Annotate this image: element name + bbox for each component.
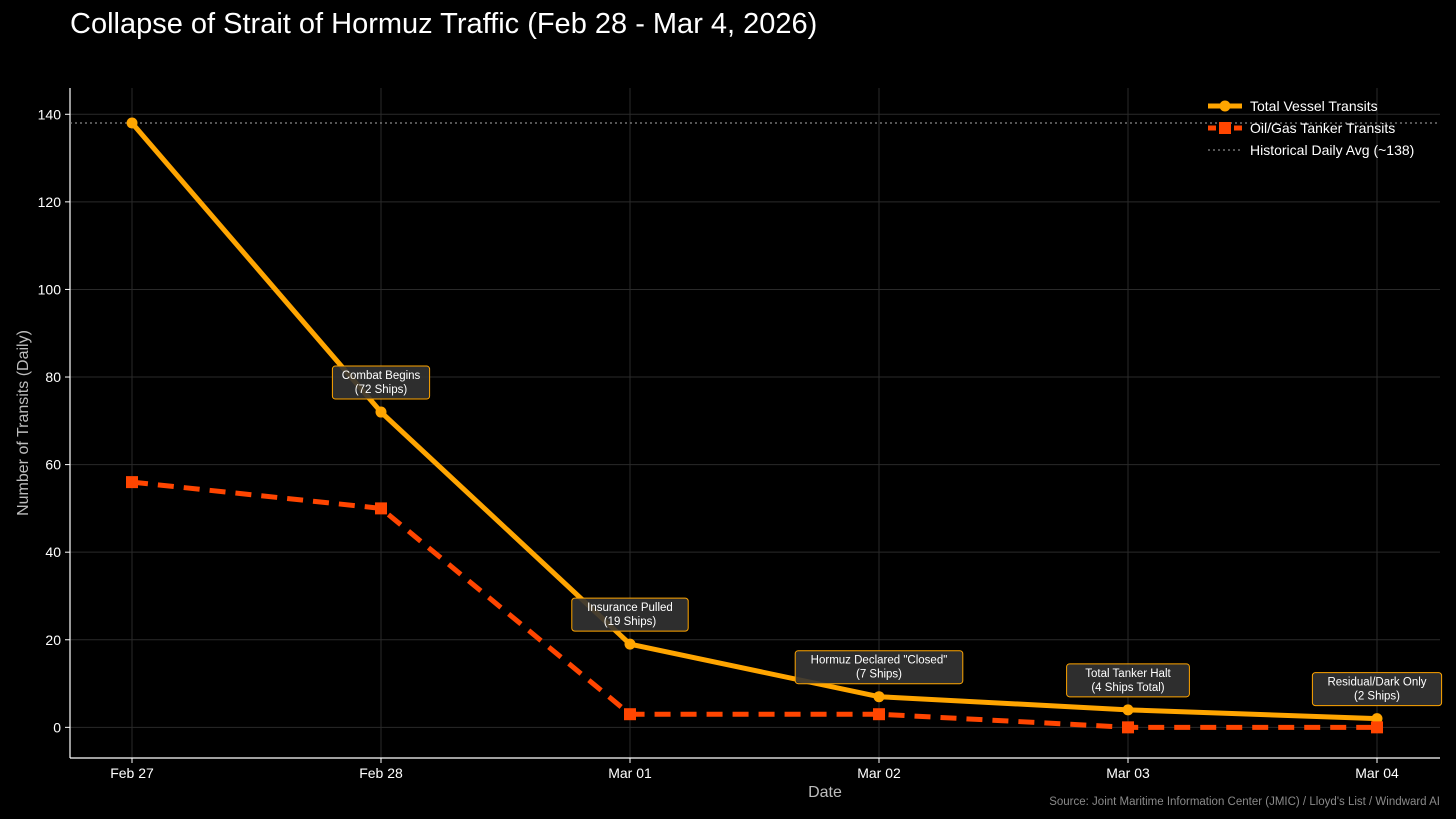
annotation-text: Insurance Pulled	[587, 602, 673, 614]
y-tick-label: 80	[45, 369, 61, 385]
x-axis-label: Date	[808, 784, 842, 801]
y-tick-label: 40	[45, 544, 61, 560]
source-note: Source: Joint Maritime Information Cente…	[1049, 796, 1440, 808]
annotation-text: (7 Ships)	[856, 669, 902, 681]
tanker-transits-point	[1371, 721, 1383, 734]
total-transits-point	[624, 638, 636, 650]
annotation-box	[1066, 663, 1190, 698]
legend-label: Historical Daily Avg (~138)	[1250, 142, 1414, 158]
annotation-text: (72 Ships)	[355, 384, 408, 396]
x-tick-label: Mar 02	[857, 765, 901, 781]
tanker-transits-line	[131, 479, 1377, 730]
total-transits-point	[873, 691, 885, 703]
legend-marker	[1219, 100, 1231, 112]
x-tick-label: Mar 04	[1355, 765, 1399, 781]
annotation-text: Hormuz Declared "Closed"	[811, 655, 948, 667]
annotation-text: (4 Ships Total)	[1091, 682, 1164, 694]
annotation-text: Residual/Dark Only	[1327, 677, 1426, 689]
y-tick-label: 60	[45, 457, 61, 473]
total-transits-point	[126, 117, 138, 129]
y-axis-label: Number of Transits (Daily)	[15, 330, 32, 516]
legend-marker	[1219, 122, 1231, 134]
y-tick-label: 140	[38, 106, 62, 122]
y-tick-label: 20	[45, 632, 61, 648]
annotation-text: Total Tanker Halt	[1085, 668, 1171, 680]
annotation-text: Combat Begins	[342, 370, 421, 382]
x-tick-label: Mar 03	[1106, 765, 1150, 781]
annotation: Combat Begins (72 Ships)	[331, 365, 431, 400]
x-tick-label: Feb 27	[110, 765, 154, 781]
annotation-text: (19 Ships)	[604, 616, 657, 628]
annotations: Combat Begins (72 Ships) Insurance Pulled (…	[331, 365, 1443, 707]
annotation-box	[1311, 672, 1443, 707]
annotation: Residual/Dark Only (2 Ships)	[1311, 672, 1443, 707]
annotation: Total Tanker Halt (4 Ships Total)	[1066, 663, 1190, 698]
y-tick-label: 0	[53, 719, 61, 735]
annotation: Hormuz Declared "Closed" (7 Ships)	[794, 650, 964, 685]
tanker-transits-point	[375, 502, 387, 515]
annotation-box	[331, 365, 431, 400]
series-lines	[130, 121, 1378, 730]
series-markers	[126, 117, 1383, 734]
tanker-transits-point	[1122, 721, 1134, 734]
annotation-text: (2 Ships)	[1354, 691, 1400, 703]
total-transits-point	[375, 406, 387, 418]
x-tick-label: Feb 28	[359, 765, 403, 781]
annotation-box	[571, 597, 689, 632]
tanker-transits-point	[873, 708, 885, 721]
grid-lines	[70, 88, 1440, 758]
legend: Total Vessel Transits Oil/Gas Tanker Tran…	[1208, 98, 1414, 158]
legend-label: Oil/Gas Tanker Transits	[1250, 120, 1395, 136]
y-tick-label: 120	[38, 194, 62, 210]
legend-label: Total Vessel Transits	[1250, 98, 1378, 114]
tanker-transits-point	[624, 708, 636, 721]
chart-title: Collapse of Strait of Hormuz Traffic (Fe…	[70, 8, 818, 40]
tanker-transits-point	[126, 476, 138, 489]
axes: 0 20 40 60 80 100 120 140 Feb 27 Feb 28 Mar 01 Mar …	[38, 88, 1440, 781]
annotation: Insurance Pulled (19 Ships)	[571, 597, 689, 632]
total-transits-point	[1371, 713, 1383, 725]
annotation-box	[794, 650, 964, 685]
total-transits-point	[1122, 704, 1134, 716]
y-tick-label: 100	[38, 281, 62, 297]
x-tick-label: Mar 01	[608, 765, 652, 781]
total-transits-line	[130, 121, 1378, 722]
